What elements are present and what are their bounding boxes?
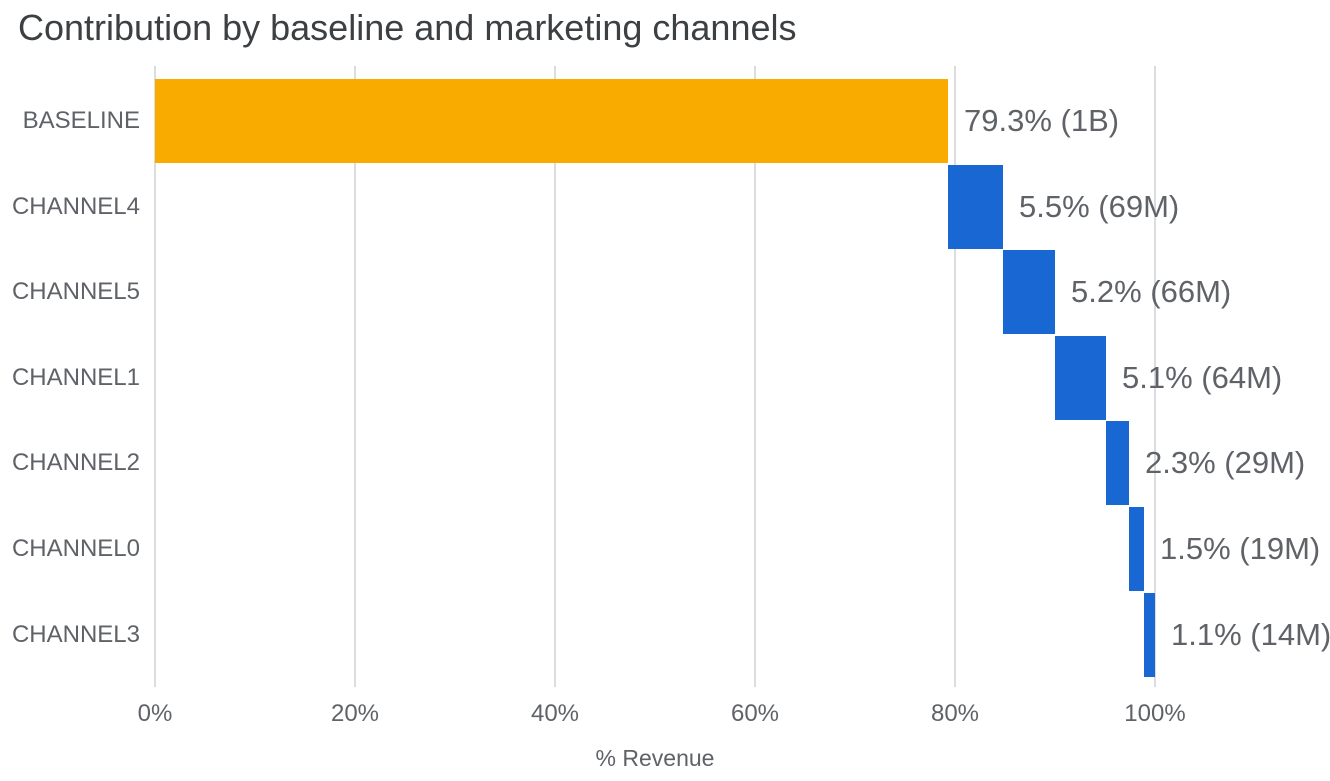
- value-label-channel3: 1.1% (14M): [1171, 616, 1330, 652]
- category-label-channel4: CHANNEL4: [11, 192, 140, 220]
- bar-channel2[interactable]: [1106, 421, 1129, 506]
- x-axis-title: % Revenue: [595, 745, 715, 771]
- bar-channel0[interactable]: [1129, 507, 1144, 591]
- bar-channel5[interactable]: [1003, 250, 1055, 335]
- gridline-40pct: [554, 66, 556, 687]
- x-tick-label-0: 0%: [137, 700, 173, 727]
- bar-channel1[interactable]: [1055, 335, 1106, 420]
- x-tick-label-60: 60%: [730, 700, 780, 727]
- value-label-channel4: 5.5% (69M): [1019, 188, 1180, 224]
- category-label-channel2: CHANNEL2: [11, 449, 140, 477]
- gridline-100pct: [1154, 66, 1156, 687]
- category-label-channel5: CHANNEL5: [11, 278, 140, 306]
- x-tick-label-80: 80%: [930, 700, 980, 727]
- x-tick-label-40: 40%: [530, 700, 580, 727]
- value-label-channel1: 5.1% (64M): [1122, 359, 1283, 395]
- category-label-channel0: CHANNEL0: [11, 535, 140, 562]
- value-label-baseline: 79.3% (1B): [964, 103, 1120, 138]
- chart-title: Contribution by baseline and marketing c…: [18, 7, 797, 48]
- gridline-80pct: [954, 66, 956, 687]
- gridline-60pct: [754, 66, 756, 687]
- x-tick-label-20: 20%: [330, 700, 380, 727]
- bar-channel4[interactable]: [948, 164, 1003, 249]
- value-label-channel0: 1.5% (19M): [1160, 531, 1321, 566]
- gridline-20pct: [354, 66, 356, 687]
- value-label-channel5: 5.2% (66M): [1071, 274, 1232, 310]
- category-label-channel1: CHANNEL1: [11, 363, 140, 391]
- category-label-baseline: BASELINE: [22, 107, 140, 134]
- value-label-channel2: 2.3% (29M): [1145, 445, 1306, 481]
- category-label-channel3: CHANNEL3: [11, 620, 140, 648]
- bar-baseline[interactable]: [155, 79, 948, 163]
- gridline-0pct: [154, 66, 156, 687]
- x-tick-label-100: 100%: [1124, 700, 1186, 727]
- bar-channel3[interactable]: [1144, 592, 1155, 677]
